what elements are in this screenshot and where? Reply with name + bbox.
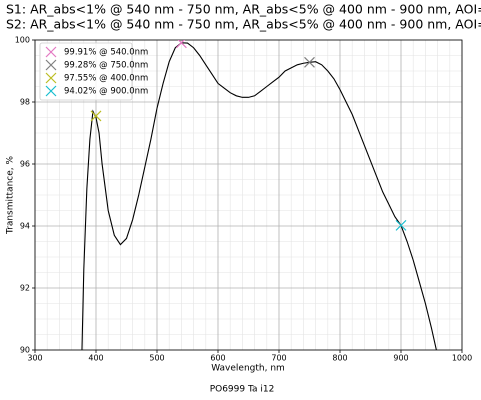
marker: [90, 110, 102, 122]
legend-marker: [45, 72, 57, 84]
plot-frame: [34, 39, 463, 351]
x-tick-label: 600: [210, 354, 225, 363]
marker: [175, 40, 187, 49]
plot-area: [81, 40, 437, 350]
legend-label: 94.02% @ 900.0nm: [64, 87, 148, 97]
x-tick-label: 800: [332, 354, 347, 363]
marker: [395, 219, 407, 231]
y-tick-label: 98: [20, 98, 30, 107]
y-tick-label: 96: [20, 160, 30, 169]
x-tick-label: 500: [149, 354, 164, 363]
legend-label: 99.91% @ 540.0nm: [64, 48, 148, 58]
y-tick-label: 100: [15, 36, 30, 45]
x-axis-label: Wavelength, nm: [211, 364, 285, 374]
x-tick-label: 900: [393, 354, 408, 363]
y-tick-label: 94: [20, 222, 30, 231]
y-tick-label: 90: [20, 346, 30, 355]
legend-marker: [45, 59, 57, 71]
y-axis-label: Transmittance, %: [6, 156, 16, 236]
marker: [304, 56, 315, 68]
x-tick-label: 400: [88, 354, 103, 363]
x-tick-label: 300: [27, 354, 42, 363]
x-tick-label: 700: [271, 354, 286, 363]
legend-marker: [45, 46, 57, 58]
x-tick-label: 1000: [452, 354, 472, 363]
transmittance-line: [81, 42, 437, 350]
y-tick-label: 92: [20, 284, 30, 293]
legend-label: 97.55% @ 400.0nm: [64, 74, 148, 84]
legend-box: [39, 42, 133, 101]
legend-label: 99.28% @ 750.0nm: [64, 61, 148, 71]
footnote: PO6999 Ta i12: [210, 385, 275, 395]
chart-title: S2: AR_abs<1% @ 540 nm - 750 nm, AR_abs<…: [6, 17, 481, 32]
chart-title: S1: AR_abs<1% @ 540 nm - 750 nm, AR_abs<…: [6, 2, 481, 17]
legend-marker: [45, 85, 57, 97]
